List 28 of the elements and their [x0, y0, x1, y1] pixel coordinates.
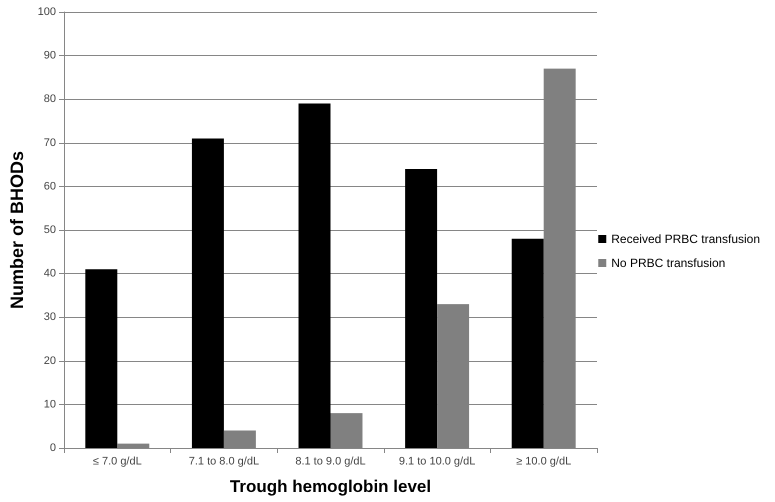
y-tick-label: 70 — [44, 136, 56, 149]
y-tick-label: 50 — [44, 224, 56, 236]
x-tick-label: 9.1 to 10.0 g/dL — [398, 456, 476, 468]
y-tick-label: 0 — [50, 442, 56, 454]
y-tick-label: 90 — [44, 50, 56, 62]
y-tick-label: 10 — [44, 398, 56, 410]
x-tick-label: 8.1 to 9.0 g/dL — [295, 456, 366, 468]
y-axis-title: Number of BHODs — [7, 150, 27, 310]
x-tick-label: ≤ 7.0 g/dL — [92, 456, 142, 468]
y-tick-label: 20 — [44, 354, 56, 367]
bar — [117, 444, 150, 448]
x-axis-title: Trough hemoglobin level — [230, 477, 432, 496]
x-tick-label: ≥ 10.0 g/dL — [516, 456, 572, 468]
legend-label: Received PRBC transfusion — [611, 232, 760, 246]
bar — [298, 104, 330, 448]
bar — [512, 238, 544, 448]
bar — [85, 269, 118, 448]
bar — [224, 430, 256, 448]
y-tick-label: 80 — [44, 93, 56, 106]
y-tick-label: 40 — [44, 268, 56, 280]
x-tick-label: 7.1 to 8.0 g/dL — [188, 456, 260, 468]
y-tick-label: 60 — [44, 180, 56, 192]
y-tick-label: 100 — [38, 6, 56, 18]
y-tick-label: 30 — [44, 311, 56, 324]
legend-label: No PRBC transfusion — [611, 256, 726, 270]
bar — [405, 168, 438, 448]
bar — [192, 138, 224, 448]
bar — [330, 413, 362, 448]
